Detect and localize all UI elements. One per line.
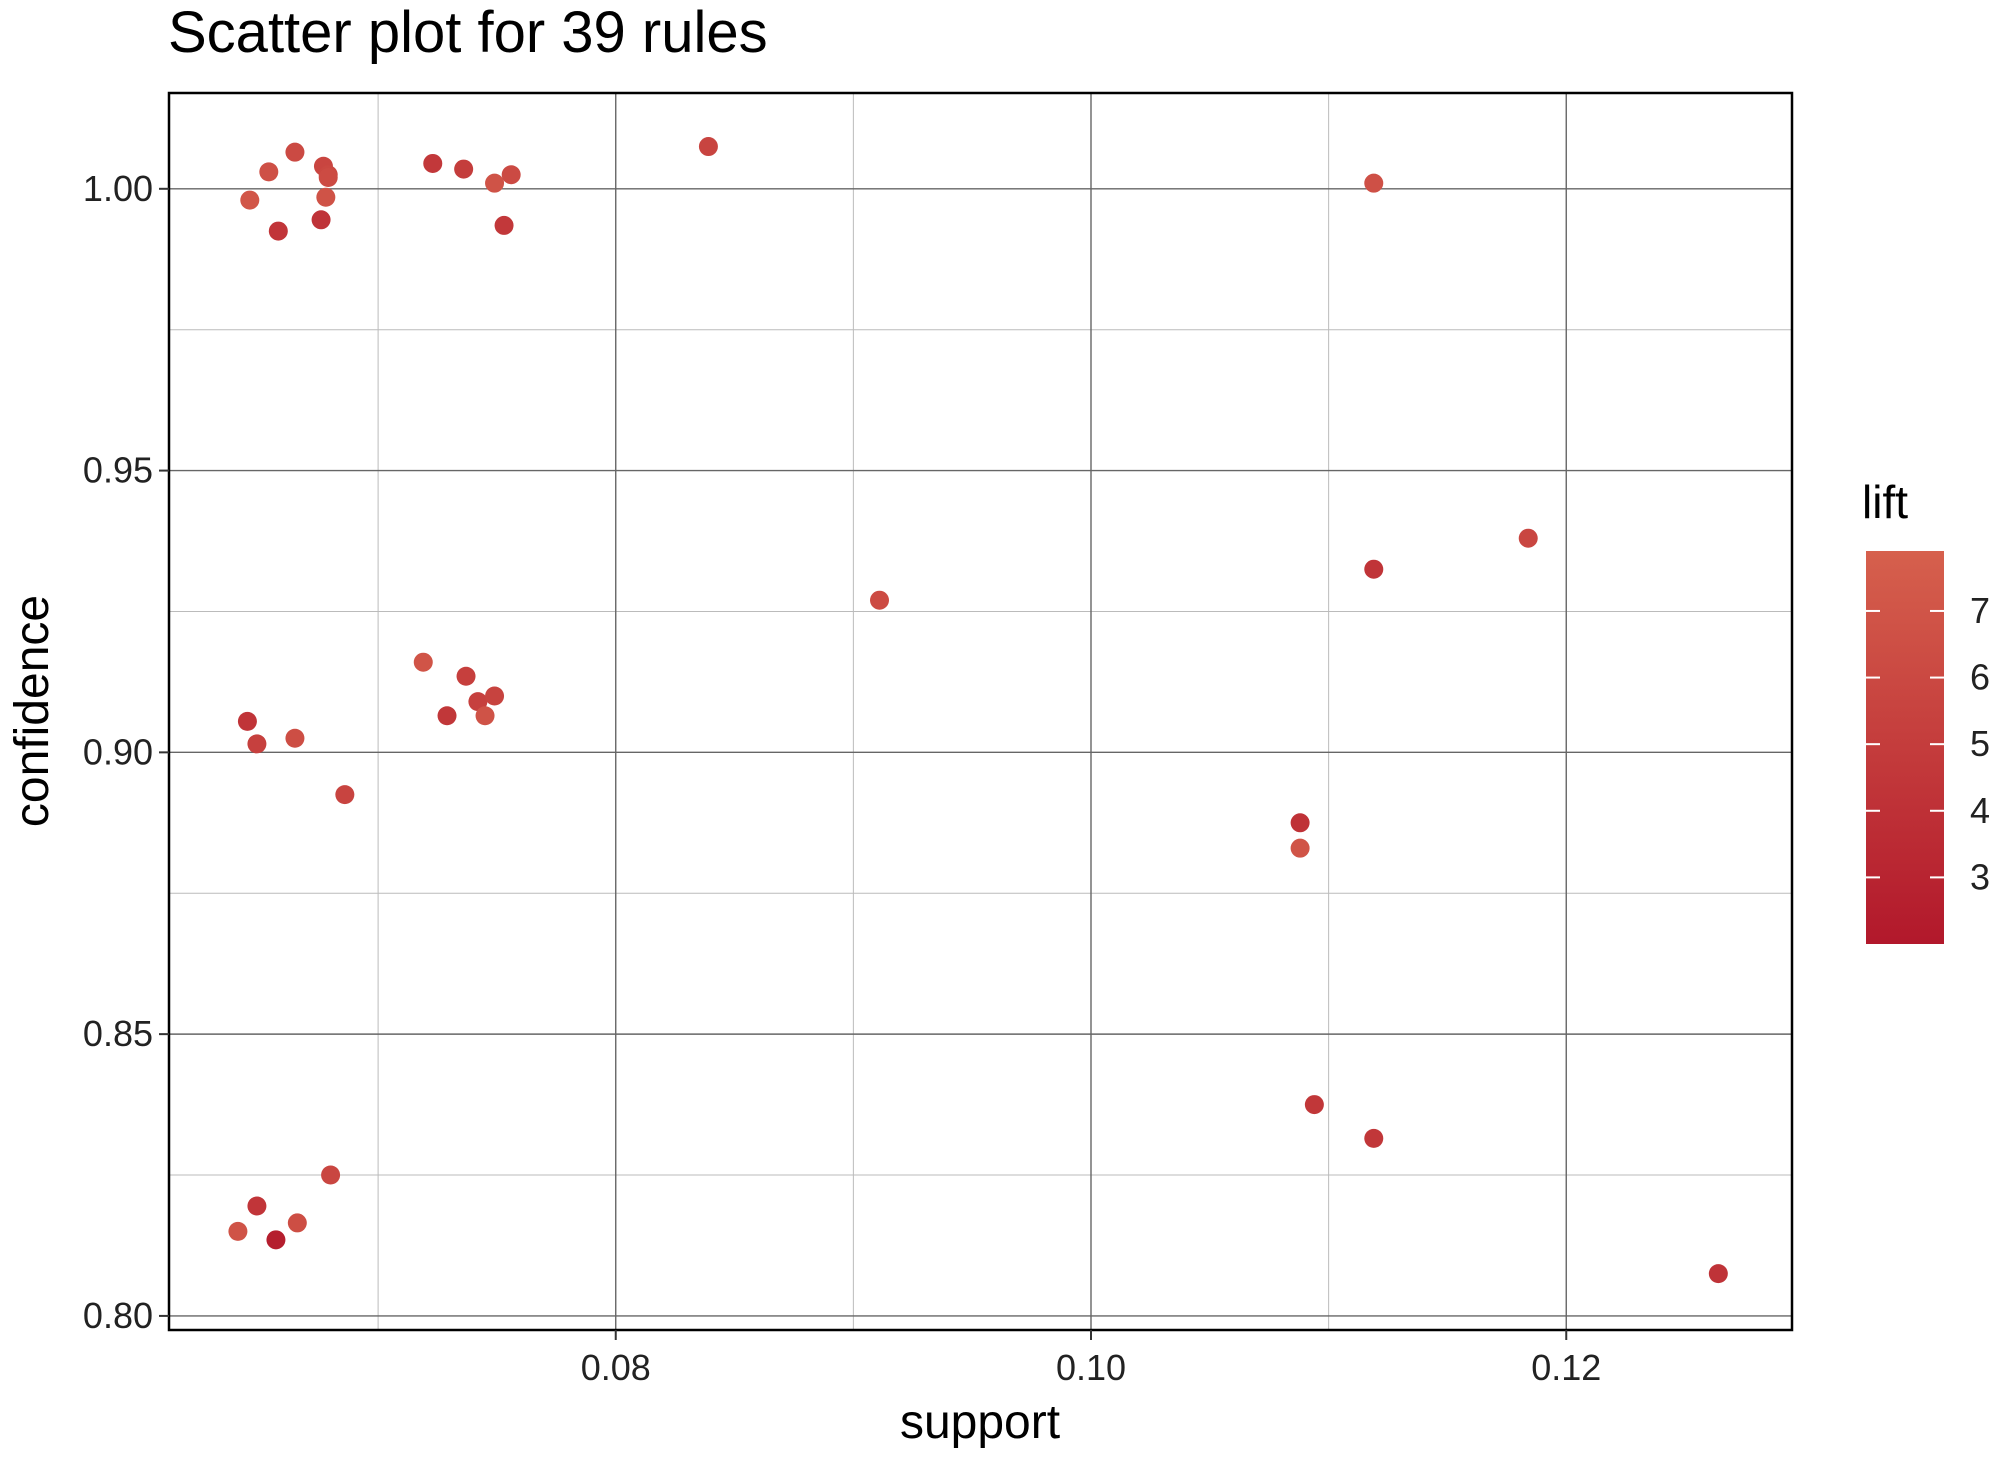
data-point [247,734,267,754]
data-point [237,711,257,731]
data-point [240,190,260,210]
y-tick-label: 1.00 [83,168,153,209]
data-point [1364,559,1384,579]
plot-panel-border [167,91,1794,1332]
data-point [287,1213,307,1233]
data-point [501,165,521,185]
legend-tick-label: 6 [1970,657,1990,698]
legend-tick-label: 4 [1970,790,1990,831]
data-point [285,728,305,748]
data-point [1518,528,1538,548]
data-point [1304,1095,1324,1115]
data-point [1290,838,1310,858]
plot-grid [169,93,1792,1330]
data-point [485,173,505,193]
data-point [247,1196,267,1216]
data-point [1364,1128,1384,1148]
data-point [454,159,474,179]
legend-colorbar [1866,551,1944,944]
data-point [316,187,336,207]
data-point [485,686,505,706]
data-point [1708,1264,1728,1284]
data-point [285,142,305,162]
data-point [437,706,457,726]
legend-tick-label: 7 [1970,590,1990,631]
x-tick-label: 0.10 [1056,1347,1126,1388]
data-point [1290,813,1310,833]
x-tick-label: 0.12 [1531,1347,1601,1388]
data-point [870,590,890,610]
legend-tick-label: 3 [1970,856,1990,897]
data-point [494,215,514,235]
data-point [335,785,355,805]
y-tick-label: 0.90 [83,731,153,772]
data-point [468,692,488,712]
data-point [321,1165,341,1185]
color-legend: lift 3 4 5 6 7 [1862,476,1990,944]
data-point [1364,173,1384,193]
legend-title: lift [1862,476,1908,528]
data-point [698,137,718,157]
y-tick-label: 0.95 [83,450,153,491]
data-point [423,153,443,173]
axis-ticks: 0.08 0.10 0.12 0.80 0.85 0.90 0.95 1.00 [83,168,1601,1388]
data-point [413,652,433,672]
y-axis-title: confidence [6,595,59,827]
data-point [259,162,279,182]
data-point [318,168,338,188]
chart-title: Scatter plot for 39 rules [168,0,768,65]
data-points [228,137,1728,1284]
legend-tick-label: 5 [1970,723,1990,764]
data-point [266,1230,286,1250]
y-tick-label: 0.85 [83,1013,153,1054]
data-point [228,1221,248,1241]
legend-ticks: 3 4 5 6 7 [1866,590,1990,897]
data-point [456,666,476,686]
x-axis-title: support [900,1396,1060,1449]
y-tick-label: 0.80 [83,1295,153,1336]
data-point [311,210,331,230]
data-point [475,706,495,726]
x-tick-label: 0.08 [581,1347,651,1388]
data-point [268,221,288,241]
